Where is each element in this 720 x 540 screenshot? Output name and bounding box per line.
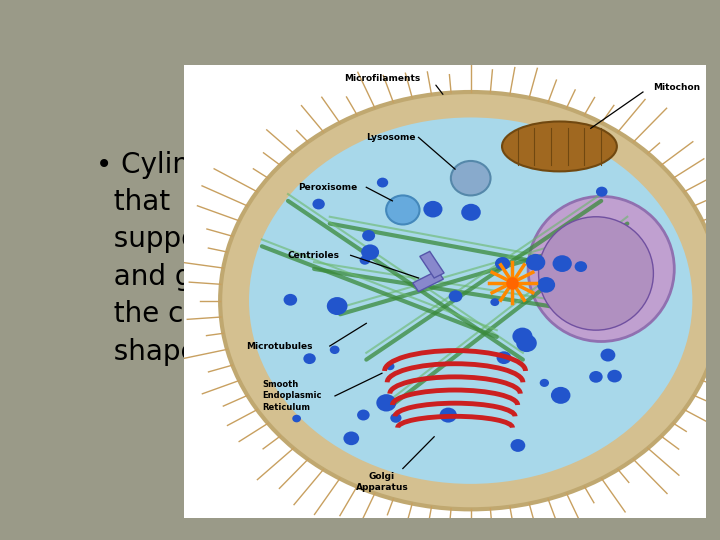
Circle shape	[540, 379, 549, 387]
Text: Mitochon: Mitochon	[654, 83, 701, 92]
Circle shape	[552, 255, 572, 272]
Text: Microtubule: Microtubule	[267, 94, 526, 136]
Circle shape	[284, 294, 297, 306]
Circle shape	[537, 277, 555, 293]
Circle shape	[516, 334, 537, 352]
Circle shape	[423, 201, 443, 218]
Circle shape	[343, 431, 359, 445]
Bar	[369, 65, 648, 481]
Ellipse shape	[220, 92, 720, 509]
Circle shape	[357, 409, 369, 421]
Text: Microfilaments: Microfilaments	[344, 74, 420, 83]
Circle shape	[449, 291, 462, 302]
Circle shape	[607, 370, 622, 382]
Circle shape	[312, 199, 325, 210]
Circle shape	[440, 408, 457, 423]
Circle shape	[292, 415, 301, 422]
Bar	[420, 252, 444, 278]
Circle shape	[526, 254, 545, 271]
Circle shape	[303, 353, 316, 364]
Circle shape	[361, 245, 379, 260]
Text: • Cylinders: • Cylinders	[96, 151, 251, 179]
Circle shape	[513, 328, 533, 345]
Circle shape	[589, 371, 603, 383]
Text: and give: and give	[96, 263, 233, 291]
Circle shape	[330, 346, 340, 354]
Text: shape: shape	[96, 338, 197, 366]
Circle shape	[377, 394, 396, 411]
Circle shape	[377, 178, 388, 187]
Text: Centrioles: Centrioles	[288, 251, 340, 260]
Text: support: support	[96, 225, 220, 253]
Text: Smooth
Endoplasmic
Reticulum: Smooth Endoplasmic Reticulum	[262, 380, 321, 411]
Circle shape	[495, 257, 510, 270]
Circle shape	[490, 298, 500, 306]
Circle shape	[386, 195, 420, 225]
Text: that: that	[96, 188, 170, 216]
Ellipse shape	[528, 197, 675, 341]
Circle shape	[451, 161, 490, 195]
Circle shape	[462, 204, 481, 221]
Text: Lysosome: Lysosome	[366, 133, 416, 142]
Text: Peroxisome: Peroxisome	[299, 183, 358, 192]
Circle shape	[596, 187, 608, 197]
Text: Golgi
Apparatus: Golgi Apparatus	[356, 472, 408, 492]
Circle shape	[600, 349, 616, 361]
Text: Microtubules: Microtubules	[246, 341, 312, 350]
Circle shape	[551, 387, 570, 404]
Circle shape	[362, 230, 375, 241]
Circle shape	[497, 352, 511, 364]
Circle shape	[359, 255, 370, 265]
Ellipse shape	[539, 217, 654, 330]
Ellipse shape	[502, 122, 617, 171]
Bar	[413, 271, 444, 292]
Circle shape	[386, 362, 395, 370]
Circle shape	[327, 297, 348, 315]
Circle shape	[510, 439, 526, 452]
Circle shape	[575, 261, 587, 272]
Ellipse shape	[246, 114, 696, 487]
Text: the cell: the cell	[96, 300, 215, 328]
Circle shape	[390, 413, 402, 423]
